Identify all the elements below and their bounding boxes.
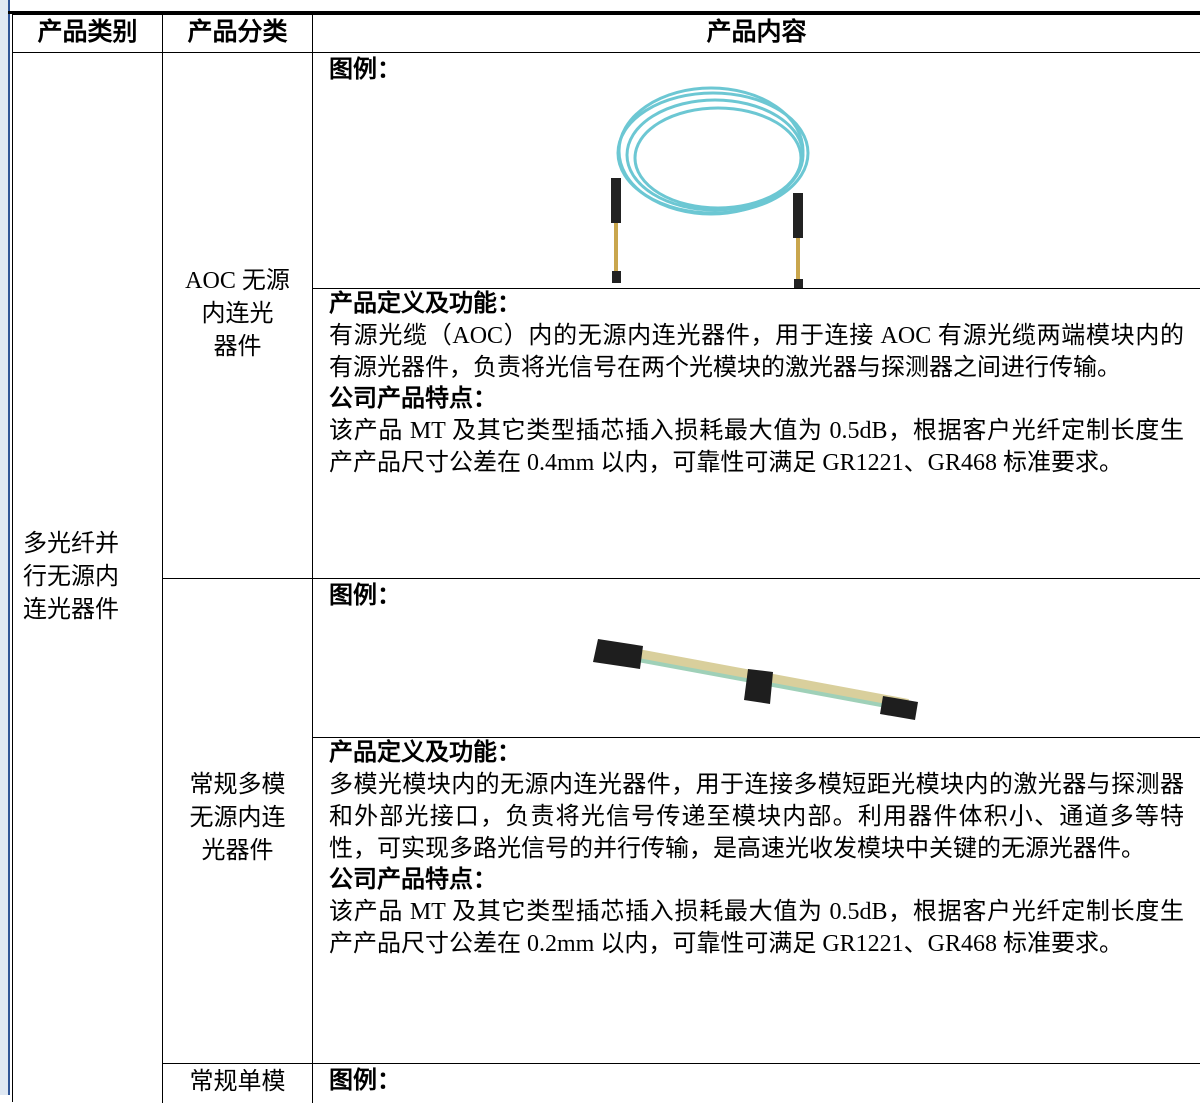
definition-label: 产品定义及功能：	[329, 291, 521, 317]
category-line: 连光器件	[23, 597, 119, 623]
text-cell: 产品定义及功能： 有源光缆（AOC）内的无源内连光器件，用于连接 AOC 有源光…	[312, 288, 1200, 578]
subcategory-line: 光器件	[201, 838, 274, 864]
text-cell: 产品定义及功能： 多模光模块内的无源内连光器件，用于连接多模短距光模块内的激光器…	[312, 737, 1200, 1063]
figure-label: 图例：	[329, 57, 401, 83]
category-line: 多光纤并	[23, 531, 119, 557]
top-rule	[8, 11, 1200, 14]
definition: 有源光缆（AOC）内的无源内连光器件，用于连接 AOC 有源光缆两端模块内的有源…	[329, 323, 1184, 381]
features-label: 公司产品特点：	[329, 867, 497, 893]
category-line: 行无源内	[23, 564, 119, 590]
cable-image	[611, 86, 810, 288]
features: 该产品 MT 及其它类型插芯插入损耗最大值为 0.5dB，根据客户光纤定制长度生…	[329, 418, 1184, 476]
figure-cell: 图例：	[312, 1063, 1200, 1103]
subcategory-line: 无源内连	[189, 805, 286, 831]
subcategory-line: 内连光	[201, 301, 274, 327]
definition-label: 产品定义及功能：	[329, 740, 521, 766]
features: 该产品 MT 及其它类型插芯插入损耗最大值为 0.5dB，根据客户光纤定制长度生…	[329, 899, 1184, 957]
features-label: 公司产品特点：	[329, 386, 497, 412]
definition: 多模光模块内的无源内连光器件，用于连接多模短距光模块内的激光器与探测器和外部光接…	[329, 772, 1184, 862]
subcategory-cell: 常规单模	[162, 1063, 312, 1103]
figure-label: 图例：	[329, 1068, 401, 1094]
header-cell: 产品分类	[162, 14, 312, 52]
subcategory-cell: 常规多模 无源内连 光器件	[162, 578, 312, 1063]
figure-label: 图例：	[329, 583, 401, 609]
header-cell: 产品类别	[12, 14, 162, 52]
ribbon-image	[593, 639, 918, 720]
subcategory-line: 常规多模	[189, 772, 286, 798]
subcategory-cell: AOC 无源 内连光 器件	[162, 52, 312, 578]
header-cell: 产品内容	[312, 14, 1200, 52]
subcategory-line: AOC 无源	[185, 268, 290, 294]
category-cell: 多光纤并 行无源内 连光器件	[12, 52, 162, 1102]
figure-cell: 图例：	[312, 578, 1200, 737]
figure-cell: 图例：	[312, 52, 1200, 288]
subcategory-line: 常规单模	[189, 1069, 286, 1095]
left-bar	[0, 0, 10, 1095]
subcategory-line: 器件	[213, 334, 262, 360]
